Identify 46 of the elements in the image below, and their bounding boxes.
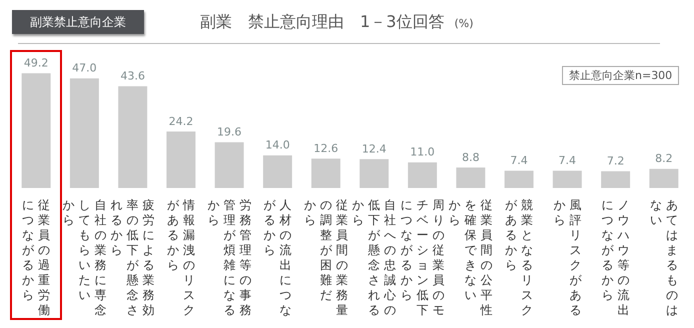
bar	[70, 78, 99, 188]
bar	[22, 73, 51, 188]
category-label: 従業員の過重労働につながるから	[22, 198, 50, 317]
category-label: 従業員間の業務量の調整が困難だから	[304, 198, 348, 317]
data-label: 11.0	[410, 146, 435, 159]
bar	[456, 167, 486, 188]
data-label: 24.2	[168, 114, 194, 128]
bar	[504, 170, 534, 188]
category-label: 周りの従業員のモチベーション低下につながるから	[400, 198, 444, 317]
bar	[214, 142, 244, 188]
bar	[552, 170, 582, 188]
data-label: 12.4	[362, 142, 386, 156]
data-label: 49.2	[24, 56, 48, 70]
bar	[360, 159, 389, 188]
bar	[166, 132, 196, 188]
bar	[408, 162, 437, 188]
category-label: 人材の流出につながるから	[264, 198, 292, 317]
category-label: 疲労による業務効率の低下が懸念されるから	[110, 198, 155, 317]
data-label: 8.8	[462, 150, 480, 164]
data-label: 7.4	[510, 154, 528, 168]
bar	[311, 158, 340, 188]
category-label: あてはまるものはない	[650, 198, 678, 317]
data-label: 7.2	[606, 154, 624, 168]
bar	[118, 86, 148, 188]
bar	[601, 171, 630, 188]
category-label: 労務管理等の事務管理が煩雑になるから	[207, 198, 252, 317]
bar	[649, 168, 678, 188]
annotation: 禁止意向企業n=300	[562, 66, 680, 85]
category-label: ノウハウ等の流出につながるから	[602, 198, 630, 317]
data-label: 8.2	[655, 152, 673, 166]
data-label: 7.4	[558, 154, 576, 168]
data-label: 47.0	[72, 62, 97, 75]
bar	[263, 155, 292, 188]
category-label: 自社の業務に専念してもらいたいから	[62, 198, 106, 317]
data-label: 14.0	[265, 138, 290, 152]
category-label: 競業となるリスクがあるから	[505, 198, 533, 317]
text: 副業禁止意向企業	[12, 10, 144, 34]
data-label: 19.6	[217, 126, 242, 139]
category-label: 風評リスクがあるから	[553, 198, 582, 317]
chart-title: 副業 禁止意向理由 1－3位回答	[200, 12, 444, 31]
category-label: 情報漏洩のリスクがあるから	[167, 198, 195, 317]
category-label: 自社への忠誠心の低下が懸念されるから	[352, 198, 396, 317]
category-label: 従業員間の公平性を確保できないから	[448, 198, 493, 317]
data-label: 12.6	[314, 142, 338, 155]
data-label: 43.6	[120, 70, 145, 83]
chart-subtitle: (%)	[454, 17, 474, 30]
